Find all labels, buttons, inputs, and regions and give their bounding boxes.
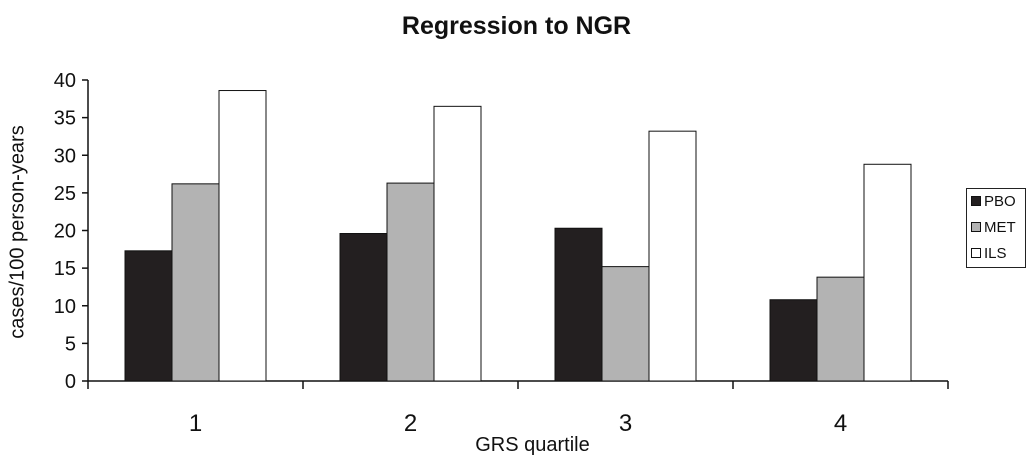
bar-ils-q4 xyxy=(863,163,912,382)
chart-title: Regression to NGR xyxy=(401,12,632,40)
legend-item-met: MET xyxy=(971,217,1016,237)
bar-ils-q1 xyxy=(218,90,267,382)
legend-item-pbo: PBO xyxy=(971,191,1016,211)
legend-swatch-ils xyxy=(971,248,981,258)
bar-met-q3 xyxy=(601,266,650,382)
legend-swatch-pbo xyxy=(971,196,981,206)
y-tick-label: 30 xyxy=(54,145,76,167)
y-tick-label: 40 xyxy=(54,70,76,92)
legend-item-ils: ILS xyxy=(971,243,1007,263)
x-axis-label: GRS quartile xyxy=(475,434,590,456)
bar-pbo-q4 xyxy=(769,299,818,382)
legend-label-ils: ILS xyxy=(984,244,1007,262)
y-tick-label: 10 xyxy=(54,296,76,318)
bar-met-q1 xyxy=(171,183,220,382)
bar-pbo-q2 xyxy=(339,233,388,382)
legend-label-pbo: PBO xyxy=(984,192,1016,210)
bar-met-q4 xyxy=(816,276,865,382)
x-tick-label: 1 xyxy=(189,410,202,437)
y-tick-label: 5 xyxy=(65,333,76,355)
legend: PBO MET ILS xyxy=(966,188,1026,268)
bar-met-q2 xyxy=(386,182,435,382)
y-tick-label: 35 xyxy=(54,108,76,130)
y-tick-label: 20 xyxy=(54,221,76,243)
x-tick-label: 3 xyxy=(619,410,632,437)
legend-label-met: MET xyxy=(984,218,1016,236)
legend-swatch-met xyxy=(971,222,981,232)
y-tick-label: 15 xyxy=(54,258,76,280)
y-tick-label: 0 xyxy=(65,371,76,393)
x-tick-label: 2 xyxy=(404,410,417,437)
bar-pbo-q3 xyxy=(554,227,603,382)
bar-ils-q3 xyxy=(648,130,697,382)
x-tick-label: 4 xyxy=(834,410,847,437)
bar-pbo-q1 xyxy=(124,250,173,382)
y-tick-label: 25 xyxy=(54,183,76,205)
bar-ils-q2 xyxy=(433,105,482,382)
